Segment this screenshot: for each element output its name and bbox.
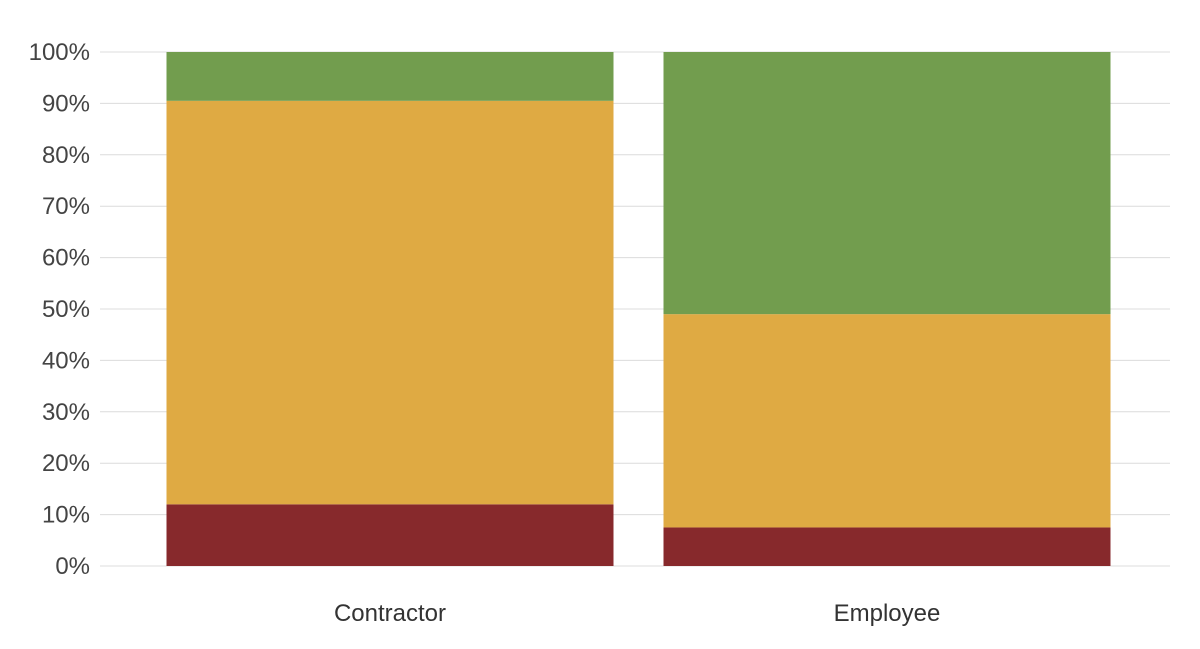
bars: [166, 52, 1111, 566]
y-tick-label: 10%: [42, 502, 90, 529]
x-axis-ticks: Contractor Employee: [334, 600, 940, 627]
y-tick-label: 0%: [55, 553, 90, 580]
y-tick-label: 40%: [42, 347, 90, 374]
y-tick-label: 100%: [29, 39, 90, 66]
x-tick-label: Employee: [834, 600, 941, 627]
y-tick-label: 90%: [42, 90, 90, 117]
y-axis-ticks: 0% 10% 20% 30% 40% 50% 60% 70% 80% 90% 100%: [29, 39, 90, 580]
y-tick-label: 70%: [42, 193, 90, 220]
y-tick-label: 60%: [42, 245, 90, 272]
bar-segment: [663, 527, 1111, 566]
bar-segment: [663, 52, 1111, 315]
bar-segment: [166, 52, 614, 101]
y-tick-label: 50%: [42, 296, 90, 323]
bar-segment: [166, 100, 614, 505]
bar-segment: [166, 504, 614, 566]
y-tick-label: 20%: [42, 450, 90, 477]
y-tick-label: 80%: [42, 142, 90, 169]
x-tick-label: Contractor: [334, 600, 446, 627]
bar-segment: [663, 314, 1111, 528]
y-tick-label: 30%: [42, 399, 90, 426]
